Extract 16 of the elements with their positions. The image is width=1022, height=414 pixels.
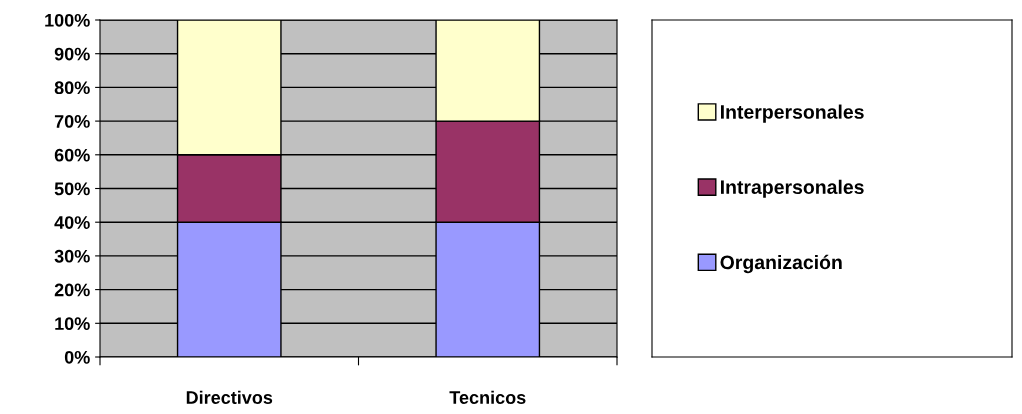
legend-label: Interpersonales — [720, 104, 864, 123]
y-tick-label: 20% — [54, 283, 90, 297]
y-tick-label: 70% — [54, 115, 90, 128]
y-tick-label: 60% — [54, 148, 90, 162]
y-tick-label: 90% — [54, 47, 90, 61]
y-tick-label: 100% — [45, 13, 90, 27]
x-tick-label: Directivos — [186, 390, 273, 404]
y-tick-label: 80% — [54, 81, 90, 95]
y-tick-label: 40% — [54, 216, 90, 229]
legend-label: Organización — [720, 254, 842, 274]
legend-label: Intrapersonales — [720, 179, 864, 198]
y-tick-label: 10% — [55, 317, 90, 331]
x-tick-label: Tecnicos — [449, 390, 526, 404]
y-tick-label: 30% — [54, 249, 90, 263]
y-tick-label: 50% — [54, 182, 90, 196]
y-tick-label: 0% — [64, 350, 90, 364]
